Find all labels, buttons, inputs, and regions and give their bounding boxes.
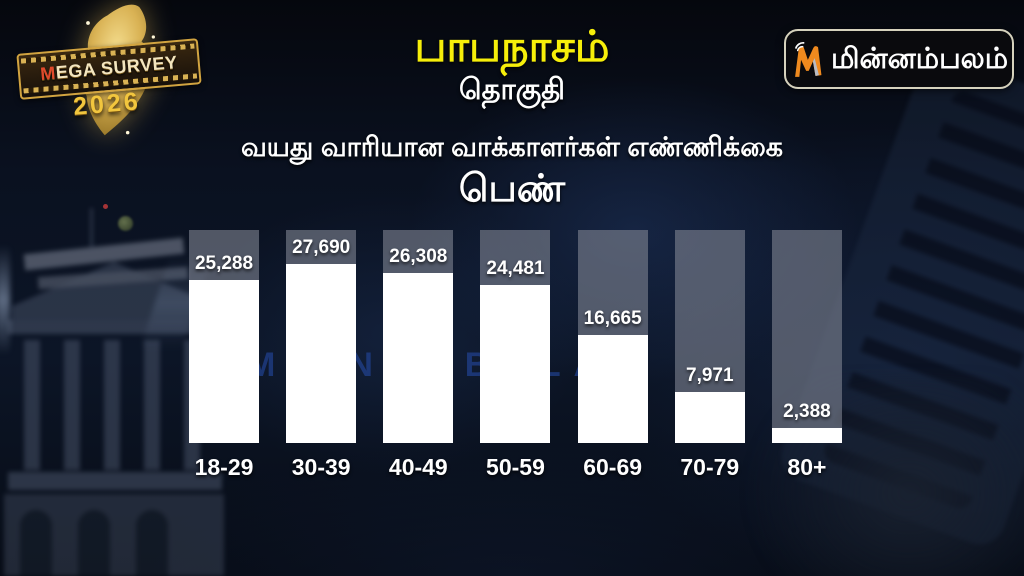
mega-survey-logo: MEGA SURVEY 2026	[16, 2, 211, 147]
bar-column: 7,971 70-79	[674, 230, 745, 480]
bar-value-label: 26,308	[389, 246, 448, 268]
bar-category-label: 50-59	[486, 454, 545, 480]
bar-column: 2,388 80+	[771, 230, 842, 480]
minnambalam-m-icon	[795, 42, 822, 77]
building-emblem	[118, 216, 133, 231]
bar-column: 24,481 50-59	[480, 230, 551, 480]
title-block: பாபநாசம் தொகுதி	[0, 22, 1024, 106]
channel-name: மின்னம்பலம்	[830, 42, 1009, 75]
government-building-silhouette	[4, 208, 224, 576]
bar-category-label: 80+	[787, 454, 827, 480]
bar-value-label: 2,388	[783, 400, 831, 422]
bar-category-label: 30-39	[291, 454, 351, 480]
bar-value-label: 27,690	[292, 237, 351, 259]
constituency-subtitle: தொகுதி	[459, 74, 565, 106]
light-streak-left-edge	[0, 245, 10, 355]
bar-column: 27,690 30-39	[286, 230, 357, 480]
mega-survey-title: MEGA SURVEY	[39, 52, 179, 84]
minnambalam-logo: மின்னம்பலம்	[784, 29, 1014, 89]
bar-column: 25,288 18-29	[189, 230, 259, 480]
bar-fill	[286, 264, 357, 443]
bar-fill	[480, 285, 551, 443]
bar-fill	[674, 391, 745, 443]
bar-chart: 25,288 18-29 27,690 30-39 26,308 40-49 24,481 5…	[189, 230, 842, 480]
chart-heading: வயது வாரியான வாக்காளர்கள் எண்ணிக்கை	[240, 132, 784, 162]
section-block: வயது வாரியான வாக்காளர்கள் எண்ணிக்கை பெண்	[0, 129, 1024, 211]
bar-category-label: 40-49	[388, 454, 448, 480]
bar-category-label: 18-29	[194, 454, 254, 480]
bar-category-label: 60-69	[583, 454, 643, 480]
bar-column: 16,665 60-69	[577, 230, 648, 480]
bar-fill	[189, 279, 259, 443]
bar-fill	[383, 273, 454, 443]
bar-value-label: 25,288	[194, 252, 254, 274]
bar-value-label: 7,971	[686, 364, 734, 386]
bar-value-label: 16,665	[583, 308, 642, 330]
bar-fill	[577, 335, 648, 443]
bar-value-label: 24,481	[486, 258, 545, 279]
bar-column: 26,308 40-49	[383, 230, 454, 480]
gender-label: பெண்	[458, 168, 566, 210]
bar-fill	[771, 427, 842, 443]
flag-dot	[103, 204, 108, 209]
constituency-title: பாபநாசம்	[414, 23, 610, 71]
bar-category-label: 70-79	[680, 454, 740, 480]
